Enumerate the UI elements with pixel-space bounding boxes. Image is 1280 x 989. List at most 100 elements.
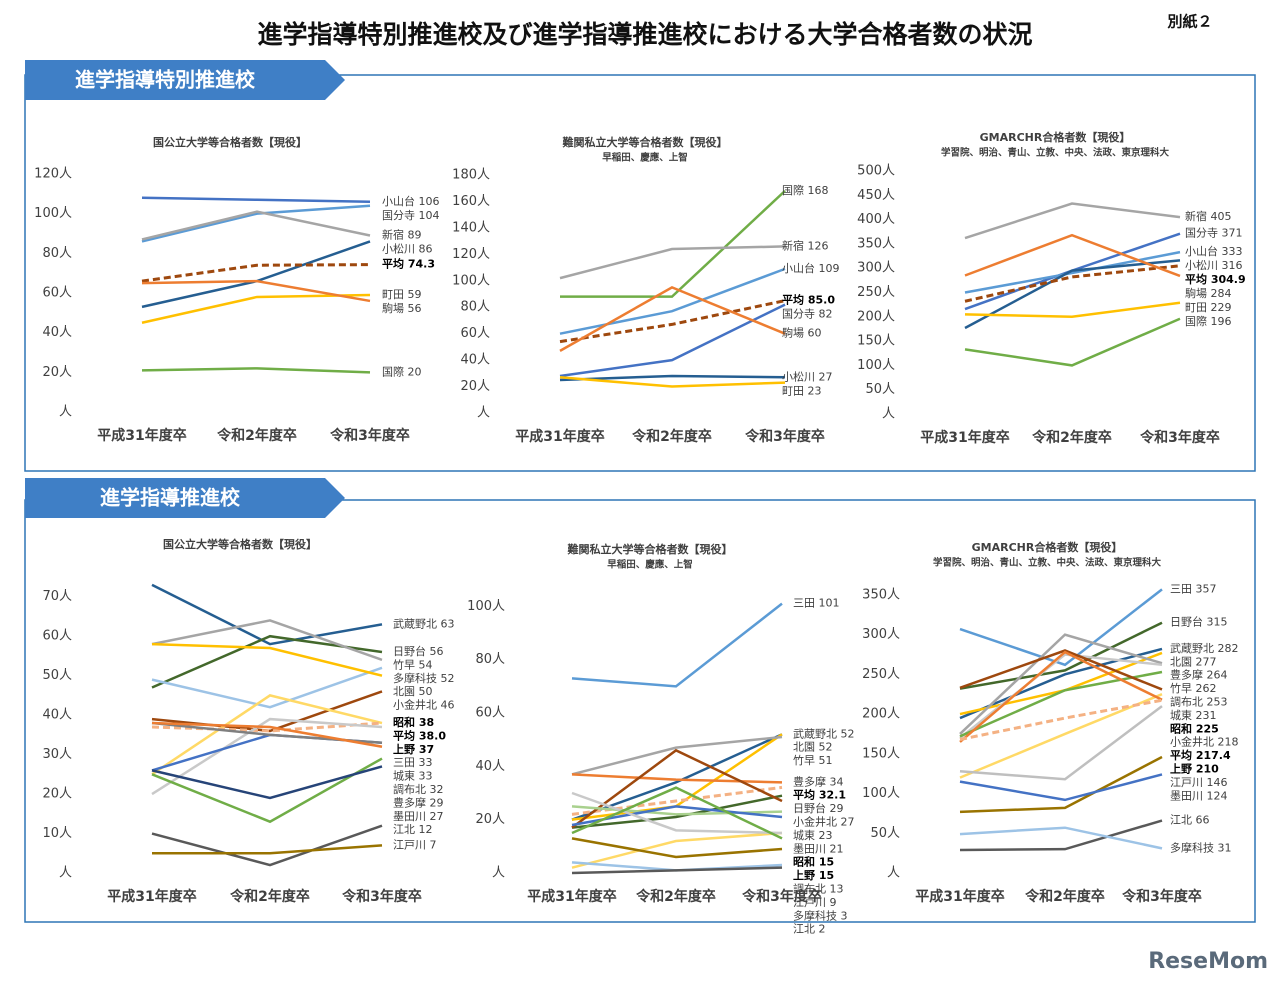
series-name: 平均 (1185, 272, 1207, 286)
chart-subtitle: 学習院、明治、青山、立教、中央、法政、東京理科大 (933, 557, 1162, 569)
value-label: 29 (430, 796, 444, 809)
end-label: 調布北 13 (793, 882, 844, 896)
x-tick-label: 平成31年度卒 (97, 427, 186, 444)
value-label: 101 (819, 597, 840, 610)
series-line (959, 621, 1163, 690)
series-line (571, 791, 783, 835)
end-label: 調布北 32 (393, 782, 444, 796)
end-label: 墨田川 124 (1170, 789, 1228, 802)
end-label: 三田 33 (393, 756, 433, 769)
series-name: 調布北 (393, 782, 426, 796)
value-label: 225 (1196, 722, 1219, 735)
y-tick-label: 40人 (42, 708, 72, 723)
end-label: 上野 15 (793, 868, 834, 882)
y-tick-label: 人 (59, 866, 72, 881)
end-label: 江戸川 9 (793, 896, 837, 909)
series-name: 武蔵野北 (793, 727, 837, 740)
series-line (151, 717, 383, 796)
series-name: 昭和 (393, 715, 415, 729)
y-tick-label: 300人 (857, 261, 895, 276)
series-line (571, 773, 783, 784)
y-tick-label: 100人 (34, 206, 72, 221)
x-tick-label: 令和2年度卒 (631, 428, 712, 445)
y-tick-label: 人 (59, 405, 72, 420)
series-line (571, 831, 783, 869)
series-name: 国分寺 (1185, 227, 1218, 240)
series-name: 国分寺 (782, 308, 815, 321)
value-label: 196 (1211, 315, 1232, 328)
x-tick-label: 平成31年度卒 (915, 888, 1004, 905)
series-line (571, 733, 783, 821)
end-label: 小松川 86 (382, 241, 433, 255)
series-line (560, 189, 786, 298)
series-name: 平均 (382, 257, 404, 271)
value-label: 264 (1207, 669, 1228, 682)
y-tick-label: 人 (887, 866, 900, 881)
series-line (959, 653, 1163, 739)
value-label: 109 (819, 262, 840, 275)
series-line (559, 376, 786, 388)
watermark: ReseMom (1148, 949, 1268, 974)
x-tick-label: 令和3年度卒 (1121, 888, 1202, 905)
y-tick-label: 人 (882, 407, 895, 422)
y-tick-label: 450人 (857, 188, 895, 203)
chart-subtitle: 学習院、明治、青山、立教、中央、法政、東京理科大 (941, 147, 1170, 159)
series-name: 国分寺 (382, 209, 415, 222)
value-label: 66 (1196, 814, 1210, 827)
series-name: 小山台 (1185, 244, 1218, 258)
end-label: 墨田川 21 (793, 842, 844, 855)
series-name: 多摩科技 (393, 671, 437, 685)
end-label: 北園 52 (793, 741, 833, 754)
series-name: 町田 (382, 288, 404, 301)
end-label: 国際 196 (1185, 315, 1232, 328)
end-label: 駒場 284 (1185, 287, 1232, 300)
x-tick-label: 令和2年度卒 (216, 427, 297, 444)
series-name: 新宿 (382, 227, 404, 241)
value-label: 23 (819, 829, 833, 842)
series-line (559, 299, 786, 344)
end-label: 日野台 56 (393, 644, 444, 658)
series-line (151, 824, 383, 867)
series-name: 小山台 (382, 194, 415, 208)
value-label: 37 (419, 743, 434, 756)
y-tick-label: 80人 (42, 246, 72, 261)
series-name: 豊多摩 (793, 774, 826, 788)
y-tick-label: 60人 (42, 286, 72, 301)
end-label: 江北 2 (793, 923, 826, 936)
series-name: 北園 (393, 685, 415, 698)
section-header (25, 478, 345, 518)
panel (24, 499, 1256, 923)
y-tick-label: 140人 (452, 220, 490, 235)
end-label: 上野 210 (1170, 762, 1219, 776)
series-line (141, 204, 371, 243)
series-name: 小山台 (782, 261, 815, 275)
chart-subtitle: 早稲田、慶應、上智 (607, 559, 693, 571)
end-label: 平均 85.0 (782, 293, 835, 307)
series-line (959, 755, 1163, 814)
chart-title: GMARCHR合格者数【現役】 (980, 130, 1131, 144)
end-label: 町田 229 (1185, 301, 1232, 314)
series-name: 平均 (393, 728, 415, 742)
series-name: 多摩科技 (793, 908, 837, 922)
y-tick-label: 80人 (460, 300, 490, 315)
series-name: 武蔵野北 (393, 617, 437, 630)
value-label: 126 (808, 239, 829, 252)
series-name: 町田 (782, 384, 804, 397)
value-label: 33 (419, 770, 433, 783)
value-label: 31 (1218, 841, 1232, 854)
value-label: 50 (419, 685, 433, 698)
end-label: 小山台 333 (1185, 244, 1243, 258)
end-label: 小松川 27 (782, 369, 833, 383)
y-tick-label: 50人 (870, 826, 900, 841)
series-name: 三田 (393, 756, 415, 769)
series-line (571, 866, 783, 875)
chart-title: 国公立大学等合格者数【現役】 (153, 135, 307, 149)
series-name: 新宿 (1185, 209, 1207, 223)
y-tick-label: 50人 (865, 382, 895, 397)
end-label: 国際 20 (382, 365, 422, 378)
section-title: 進学指導特別推進校 (75, 68, 256, 92)
end-label: 日野台 315 (1170, 615, 1228, 629)
series-line (151, 583, 383, 646)
series-line (559, 245, 786, 280)
